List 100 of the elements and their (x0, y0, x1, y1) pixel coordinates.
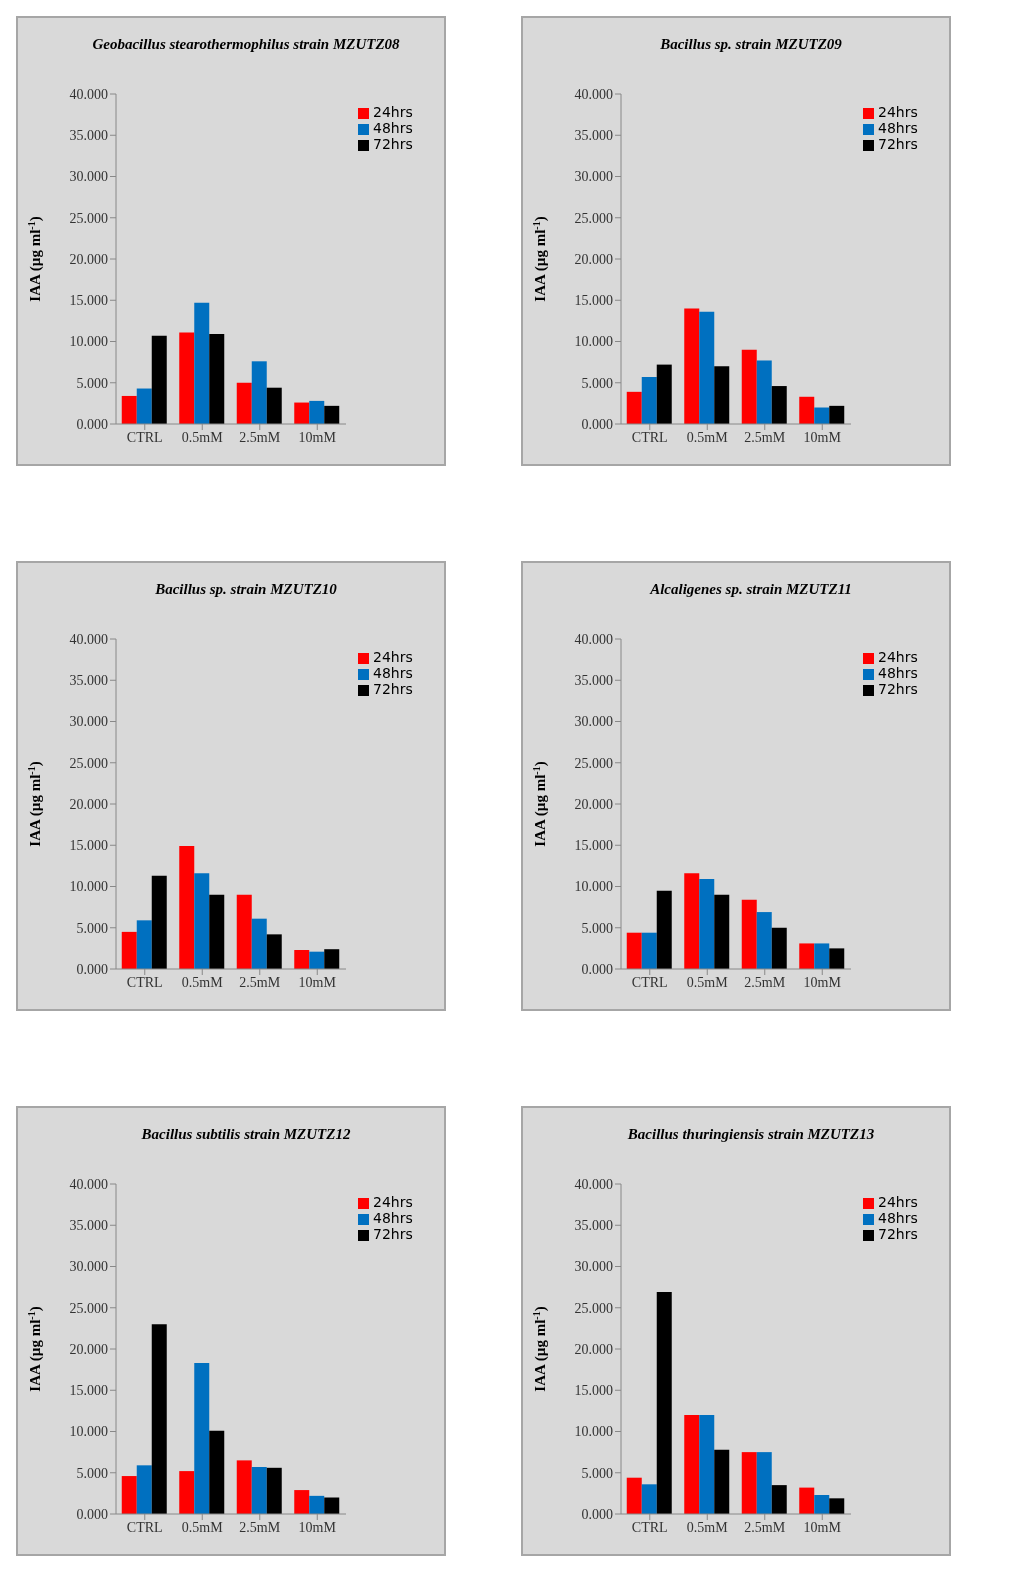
y-tick-label: 15.000 (69, 838, 108, 854)
y-tick-label: 10.000 (574, 1424, 613, 1440)
y-tick-label: 35.000 (69, 673, 108, 689)
bar (656, 364, 672, 424)
bar (194, 302, 210, 424)
x-tick-label: 10mM (803, 974, 842, 990)
bar (699, 879, 715, 969)
bar (209, 894, 225, 969)
y-tick-label: 10.000 (69, 879, 108, 895)
bar (714, 1449, 730, 1514)
y-tick-label: 25.000 (574, 210, 613, 226)
x-tick-label: 0.5mM (686, 1519, 729, 1535)
x-tick-label: 2.5mM (744, 429, 786, 445)
bar (294, 950, 310, 969)
bar (151, 875, 167, 969)
bar (626, 932, 642, 969)
y-tick-label: 5.000 (76, 920, 108, 936)
x-tick-label: 10mM (298, 974, 337, 990)
bar (236, 382, 252, 424)
y-tick-label: 20.000 (574, 251, 613, 267)
bar (251, 361, 267, 424)
x-tick-label: 2.5mM (744, 1519, 786, 1535)
legend-label: 24hrs (373, 649, 413, 665)
bar (236, 894, 252, 969)
y-tick-label: 15.000 (574, 293, 613, 309)
bar (309, 951, 325, 969)
legend-label: 72hrs (878, 136, 918, 152)
bar (799, 1487, 815, 1514)
bar (741, 349, 757, 424)
bar (626, 1477, 642, 1514)
bar (814, 1495, 830, 1514)
y-tick-label: 15.000 (574, 838, 613, 854)
legend-label: 72hrs (373, 681, 413, 697)
bar (741, 1452, 757, 1514)
bar (829, 405, 845, 424)
y-tick-label: 10.000 (574, 879, 613, 895)
bar (714, 894, 730, 969)
x-tick-label: 10mM (803, 1519, 842, 1535)
bar (266, 387, 282, 424)
bar (684, 1415, 700, 1514)
bar (151, 335, 167, 424)
bar (714, 366, 730, 424)
y-tick-label: 40.000 (574, 631, 613, 647)
bar (324, 405, 340, 424)
x-tick-label: 2.5mM (239, 974, 281, 990)
legend-label: 48hrs (878, 120, 918, 136)
x-tick-label: 10mM (803, 429, 842, 445)
legend-label: 24hrs (373, 1194, 413, 1210)
y-tick-label: 40.000 (574, 86, 613, 102)
bar (684, 308, 700, 424)
bar (699, 1415, 715, 1514)
y-tick-label: 0.000 (581, 961, 613, 977)
bar (251, 918, 267, 969)
y-tick-label: 5.000 (76, 1465, 108, 1481)
x-tick-label: 2.5mM (744, 974, 786, 990)
y-tick-label: 20.000 (574, 796, 613, 812)
y-tick-label: 30.000 (69, 1259, 108, 1275)
y-tick-label: 5.000 (581, 375, 613, 391)
bar (251, 1466, 267, 1514)
bar (756, 360, 772, 424)
legend-label: 24hrs (878, 1194, 918, 1210)
y-tick-label: 20.000 (69, 251, 108, 267)
bar (741, 899, 757, 969)
bar (799, 396, 815, 424)
bar (294, 1490, 310, 1514)
bar (121, 1476, 137, 1514)
chart-title: Alcaligenes sp. strain MZUTZ11 (648, 580, 853, 599)
x-tick-label: 10mM (298, 429, 337, 445)
bar (641, 932, 657, 969)
bar (179, 332, 195, 424)
legend-label: 48hrs (878, 1210, 918, 1226)
chart-title: Bacillus subtilis strain MZUTZ12 (140, 1125, 352, 1144)
y-tick-label: 40.000 (69, 86, 108, 102)
bar (641, 1484, 657, 1514)
bar (771, 386, 787, 424)
y-tick-label: 35.000 (574, 1218, 613, 1234)
bar (699, 311, 715, 424)
y-tick-label: 30.000 (574, 714, 613, 730)
bar (756, 912, 772, 969)
chart-title: Bacillus sp. strain MZUTZ09 (659, 35, 843, 54)
bar (324, 949, 340, 969)
x-tick-label: CTRL (631, 429, 668, 445)
bar (179, 846, 195, 969)
x-tick-label: 2.5mM (239, 429, 281, 445)
bar (656, 1292, 672, 1514)
x-tick-label: CTRL (126, 974, 163, 990)
y-tick-label: 25.000 (574, 755, 613, 771)
legend-label: 24hrs (878, 649, 918, 665)
bar (136, 920, 152, 969)
bar (799, 943, 815, 969)
y-tick-label: 40.000 (574, 1176, 613, 1192)
y-tick-label: 5.000 (581, 920, 613, 936)
bar (829, 1498, 845, 1514)
chart-title: Bacillus sp. strain MZUTZ10 (154, 580, 338, 599)
legend-label: 72hrs (373, 1226, 413, 1242)
bar (121, 931, 137, 969)
bar (236, 1460, 252, 1514)
bar (179, 1471, 195, 1514)
bar (814, 407, 830, 424)
bar (756, 1452, 772, 1514)
